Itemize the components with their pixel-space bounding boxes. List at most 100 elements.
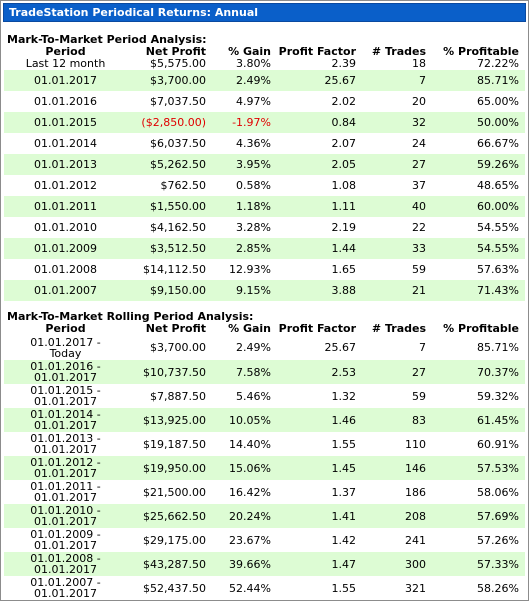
cell-trades: 321 [405,581,426,595]
period-start: 01.01.2009 - [30,528,101,541]
cell-period: 01.01.2009 [4,238,127,259]
cell-period: 01.01.2015 -01.01.2017 [4,384,127,408]
cell-profit-factor: 1.42 [331,533,357,547]
table-row: 01.01.2009 $3,512.50 2.85% 1.44 33 54.55% [4,238,525,259]
cell-net-profit: $29,175.00 [143,533,206,547]
cell-net-profit: $3,512.50 [127,238,212,259]
table-row: 01.01.2016 $7,037.50 4.97% 2.02 20 65.00% [4,91,525,112]
cell-trades: 33 [362,238,432,259]
table-row: 01.01.2008 -01.01.2017 $43,287.50 39.66% 1.… [4,552,525,576]
cell-profitable: 57.69% [432,504,525,528]
table-row: 01.01.2010 $4,162.50 3.28% 2.19 22 54.55% [4,217,525,238]
period-analysis-table: Period Net Profit % Gain Profit Factor #… [4,46,525,301]
cell-profit-factor: 1.47 [277,552,362,576]
column-header-profitable: % Profitable [443,45,519,58]
column-header-gain: % Gain [228,45,271,58]
cell-period: 01.01.2008 [34,262,97,276]
cell-trades: 22 [412,220,426,234]
cell-trades: 40 [362,196,432,217]
cell-trades: 24 [412,136,426,150]
cell-trades: 59 [412,262,426,276]
period-end: 01.01.2017 [34,587,97,600]
cell-period: 01.01.2011 [4,196,127,217]
cell-gain: -1.97% [212,112,277,133]
cell-gain: 7.58% [212,360,277,384]
cell-net-profit: $3,700.00 [127,70,212,91]
table-row: 01.01.2014 $6,037.50 4.36% 2.07 24 66.67% [4,133,525,154]
table-row: 01.01.2012 $762.50 0.58% 1.08 37 48.65% [4,175,525,196]
period-start: 01.01.2013 - [30,432,101,445]
cell-profit-factor: 1.32 [331,389,357,403]
cell-period: 01.01.2016 -01.01.2017 [4,360,127,384]
cell-trades: 83 [362,408,432,432]
cell-trades: 7 [362,70,432,91]
column-header-profitable: % Profitable [443,322,519,335]
cell-trades: 27 [362,154,432,175]
cell-gain: 5.46% [236,389,271,403]
column-header-profit-factor: Profit Factor [278,322,356,335]
cell-period: 01.01.2017 [4,70,127,91]
column-header-period: Period [45,45,86,58]
cell-period: 01.01.2012 -01.01.2017 [4,456,127,480]
cell-gain: 4.36% [236,136,271,150]
cell-profit-factor: 0.84 [277,112,362,133]
cell-profitable: 57.53% [432,456,525,480]
cell-profit-factor: 1.11 [277,196,362,217]
cell-trades: 110 [405,437,426,451]
cell-profit-factor: 1.41 [277,504,362,528]
cell-profit-factor: 25.67 [277,70,362,91]
cell-net-profit: $9,150.00 [127,280,212,301]
cell-gain: 2.49% [212,70,277,91]
cell-profitable: 65.00% [477,94,519,108]
cell-period: 01.01.2013 [4,154,127,175]
cell-profitable: 66.67% [477,136,519,150]
cell-profitable: 58.26% [477,581,519,595]
column-header-net-profit: Net Profit [145,45,206,58]
table-row: 01.01.2016 -01.01.2017 $10,737.50 7.58% 2.5… [4,360,525,384]
cell-trades: 146 [362,456,432,480]
table-row: 01.01.2015 ($2,850.00) -1.97% 0.84 32 50.00% [4,112,525,133]
table-row: 01.01.2010 -01.01.2017 $25,662.50 20.24% 1.… [4,504,525,528]
column-header-period: Period [45,322,86,335]
cell-trades: 7 [419,341,426,354]
cell-profit-factor: 1.44 [277,238,362,259]
table-row: 01.01.2011 $1,550.00 1.18% 1.11 40 60.00% [4,196,525,217]
cell-gain: 0.58% [236,178,271,192]
cell-profitable: 48.65% [477,178,519,192]
column-header-gain: % Gain [228,322,271,335]
period-end: 01.01.2017 [34,491,97,504]
cell-net-profit: $13,925.00 [127,408,212,432]
cell-net-profit: $43,287.50 [127,552,212,576]
cell-profit-factor: 1.55 [331,437,357,451]
cell-trades: 21 [362,280,432,301]
cell-gain: 3.95% [212,154,277,175]
cell-profit-factor: 2.19 [331,220,357,234]
cell-profit-factor: 2.07 [331,136,357,150]
cell-net-profit: $10,737.50 [127,360,212,384]
cell-gain: 3.80% [236,57,271,70]
cell-profitable: 57.26% [477,533,519,547]
cell-profit-factor: 1.65 [331,262,357,276]
cell-profit-factor: 2.39 [331,57,357,70]
cell-gain: 2.85% [212,238,277,259]
cell-profitable: 59.32% [477,389,519,403]
cell-net-profit: $7,037.50 [150,94,206,108]
period-end: 01.01.2017 [34,419,97,432]
cell-net-profit: $6,037.50 [150,136,206,150]
cell-profitable: 54.55% [432,238,525,259]
cell-profitable: 61.45% [432,408,525,432]
cell-trades: 20 [412,94,426,108]
cell-profitable: 59.26% [432,154,525,175]
cell-profitable: 71.43% [432,280,525,301]
rolling-analysis-table: Period Net Profit % Gain Profit Factor #… [4,323,525,600]
cell-profit-factor: 25.67 [324,341,357,354]
cell-profitable: 58.06% [477,485,519,499]
table-row: 01.01.2017 $3,700.00 2.49% 25.67 7 85.71% [4,70,525,91]
period-start: 01.01.2007 - [30,576,101,589]
period-end: Today [49,346,82,360]
cell-trades: 37 [412,178,426,192]
cell-trades: 59 [412,389,426,403]
cell-net-profit: $1,550.00 [127,196,212,217]
cell-net-profit: $19,187.50 [143,437,206,451]
